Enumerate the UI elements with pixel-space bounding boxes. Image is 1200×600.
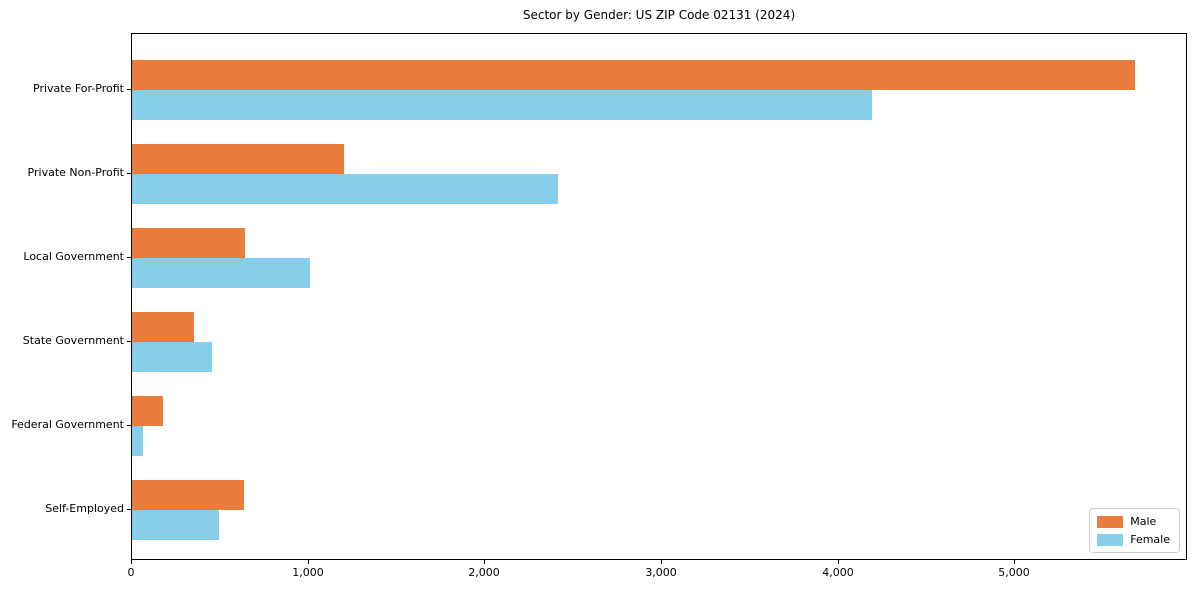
bar-male-private-for-profit: [132, 60, 1135, 90]
x-tick-label-4-000: 4,000: [822, 566, 854, 579]
male-swatch-icon: [1097, 515, 1124, 528]
bar-male-self-employed: [132, 480, 244, 510]
y-tick-label-self-employed: Self-Employed: [45, 502, 124, 515]
x-tick-label-3-000: 3,000: [645, 566, 677, 579]
y-tick-mark: [127, 509, 131, 510]
legend-item-male: Male: [1097, 515, 1170, 528]
x-tick-mark: [131, 560, 132, 564]
bar-female-private-for-profit: [132, 90, 872, 120]
y-tick-mark: [127, 257, 131, 258]
x-tick-mark: [838, 560, 839, 564]
bar-female-state-government: [132, 342, 212, 372]
legend-label-female: Female: [1130, 533, 1170, 546]
legend-label-male: Male: [1130, 515, 1157, 528]
bar-male-private-non-profit: [132, 144, 344, 174]
x-tick-mark: [308, 560, 309, 564]
x-tick-label-1-000: 1,000: [292, 566, 324, 579]
female-swatch-icon: [1097, 533, 1124, 546]
bar-male-federal-government: [132, 396, 163, 426]
y-tick-mark: [127, 341, 131, 342]
y-tick-label-private-for-profit: Private For-Profit: [33, 82, 124, 95]
x-tick-label-2-000: 2,000: [468, 566, 500, 579]
y-tick-label-private-non-profit: Private Non-Profit: [27, 166, 124, 179]
bar-female-private-non-profit: [132, 174, 558, 204]
y-tick-mark: [127, 89, 131, 90]
x-tick-mark: [661, 560, 662, 564]
plot-area: Male Female: [131, 33, 1187, 560]
chart-title: Sector by Gender: US ZIP Code 02131 (202…: [522, 8, 796, 22]
x-tick-label-0: 0: [127, 566, 135, 579]
legend-item-female: Female: [1097, 533, 1170, 546]
x-tick-mark: [1014, 560, 1015, 564]
x-tick-mark: [484, 560, 485, 564]
y-tick-label-state-government: State Government: [22, 334, 124, 347]
bar-male-local-government: [132, 228, 245, 258]
y-tick-mark: [127, 173, 131, 174]
legend: Male Female: [1089, 508, 1180, 553]
bar-female-self-employed: [132, 510, 219, 540]
x-tick-label-5-000: 5,000: [998, 566, 1030, 579]
bar-female-federal-government: [132, 426, 143, 456]
y-tick-mark: [127, 425, 131, 426]
y-tick-label-local-government: Local Government: [23, 250, 124, 263]
y-tick-label-federal-government: Federal Government: [11, 418, 124, 431]
bar-male-state-government: [132, 312, 194, 342]
bar-female-local-government: [132, 258, 310, 288]
